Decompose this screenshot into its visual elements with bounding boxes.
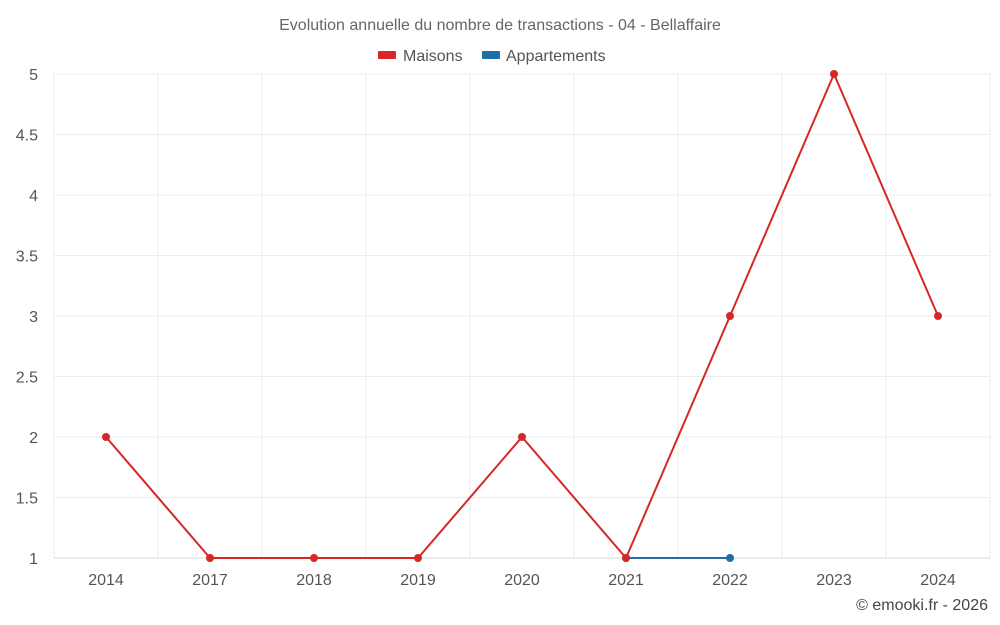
data-point-maisons[interactable] <box>310 554 318 562</box>
series-maisons <box>102 70 942 562</box>
data-point-maisons[interactable] <box>102 433 110 441</box>
legend-swatch-appartements <box>482 51 500 59</box>
x-tick-label: 2022 <box>712 572 748 589</box>
x-tick-label: 2014 <box>88 572 124 589</box>
data-point-maisons[interactable] <box>726 312 734 320</box>
data-point-maisons[interactable] <box>934 312 942 320</box>
legend[interactable]: Maisons Appartements <box>378 48 606 65</box>
data-point-maisons[interactable] <box>518 433 526 441</box>
y-axis-ticks: 1 1.5 2 2.5 3 3.5 4 4.5 5 <box>16 67 38 568</box>
data-point-maisons[interactable] <box>414 554 422 562</box>
data-point-maisons[interactable] <box>206 554 214 562</box>
y-tick-label: 5 <box>29 67 38 84</box>
x-axis-ticks: 2014 2017 2018 2019 2020 2021 2022 2023 2024 <box>88 572 956 589</box>
x-tick-label: 2023 <box>816 572 852 589</box>
y-tick-label: 3.5 <box>16 249 38 266</box>
legend-label-appartements: Appartements <box>506 48 606 65</box>
y-tick-label: 4 <box>29 188 38 205</box>
chart-title: Evolution annuelle du nombre de transact… <box>279 17 721 34</box>
data-point-appartements[interactable] <box>726 554 734 562</box>
x-tick-label: 2019 <box>400 572 436 589</box>
y-tick-label: 1.5 <box>16 491 38 508</box>
data-point-maisons[interactable] <box>622 554 630 562</box>
y-tick-label: 2.5 <box>16 370 38 387</box>
y-tick-label: 4.5 <box>16 128 38 145</box>
x-tick-label: 2020 <box>504 572 540 589</box>
legend-label-maisons: Maisons <box>403 48 463 65</box>
legend-item-appartements[interactable]: Appartements <box>482 48 606 65</box>
x-tick-label: 2021 <box>608 572 644 589</box>
credit-text: © emooki.fr - 2026 <box>856 597 988 614</box>
x-tick-label: 2018 <box>296 572 332 589</box>
legend-swatch-maisons <box>378 51 396 59</box>
grid-lines <box>53 73 991 559</box>
y-tick-label: 3 <box>29 309 38 326</box>
y-tick-label: 2 <box>29 430 38 447</box>
x-tick-label: 2017 <box>192 572 228 589</box>
series-layer <box>102 70 942 562</box>
legend-item-maisons[interactable]: Maisons <box>378 48 463 65</box>
x-tick-label: 2024 <box>920 572 956 589</box>
data-point-maisons[interactable] <box>830 70 838 78</box>
y-tick-label: 1 <box>29 551 38 568</box>
